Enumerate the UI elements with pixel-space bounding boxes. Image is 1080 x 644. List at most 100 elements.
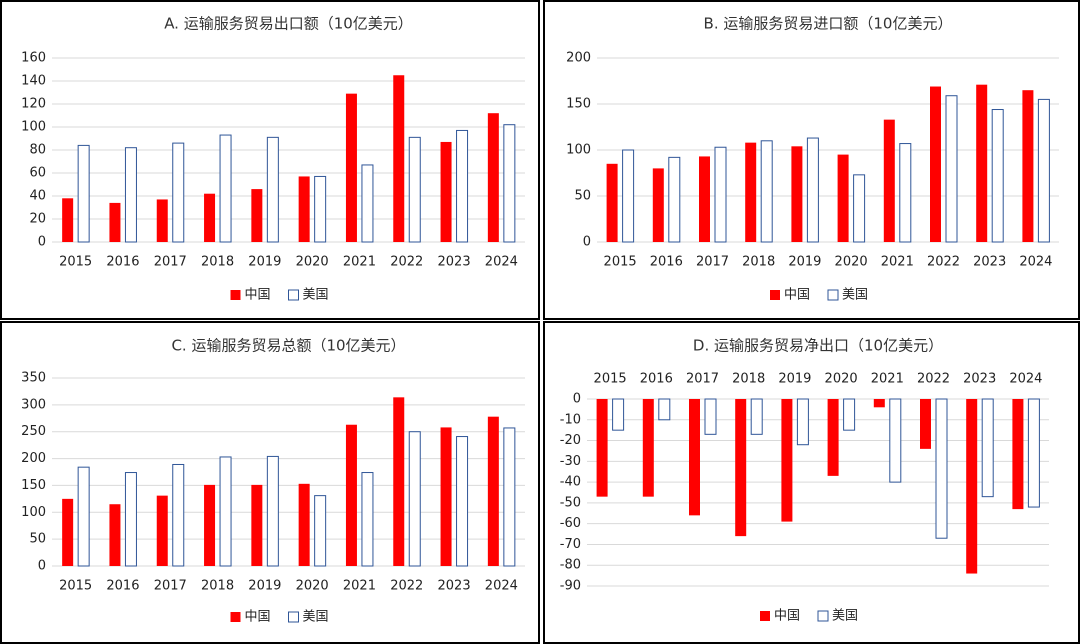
y-tick-label: 60 — [29, 166, 46, 181]
bar — [791, 146, 803, 242]
y-tick-label: 0 — [38, 559, 46, 574]
bar — [745, 142, 757, 242]
bar — [251, 484, 263, 566]
legend-label: 美国 — [842, 288, 868, 303]
bar — [689, 399, 700, 516]
x-tick-label: 2023 — [963, 372, 996, 387]
legend-label: 美国 — [832, 609, 858, 624]
bar — [314, 495, 327, 567]
x-tick-label: 2020 — [296, 255, 329, 270]
panel-border — [0, 0, 540, 320]
x-tick-label: 2018 — [201, 579, 234, 594]
x-tick-label: 2016 — [650, 255, 683, 270]
legend-label: 中国 — [245, 288, 271, 303]
bar — [1012, 399, 1024, 510]
bar — [156, 495, 168, 566]
y-tick-label: 150 — [21, 478, 46, 493]
bar — [920, 399, 931, 449]
x-tick-label: 2024 — [1009, 372, 1042, 387]
x-tick-label: 2017 — [154, 579, 187, 594]
y-tick-label: 100 — [21, 120, 46, 135]
y-tick-label: 100 — [566, 143, 591, 158]
x-tick-label: 2021 — [881, 255, 914, 270]
legend-swatch — [827, 289, 839, 301]
y-tick-label: 120 — [21, 97, 46, 112]
bar — [487, 113, 499, 242]
x-tick-label: 2024 — [485, 255, 518, 270]
x-tick-label: 2018 — [742, 255, 775, 270]
y-tick-label: -10 — [560, 412, 581, 427]
bar — [172, 463, 185, 567]
bar — [156, 199, 168, 242]
bar — [976, 84, 988, 243]
x-tick-label: 2021 — [343, 255, 376, 270]
bar — [1022, 90, 1034, 242]
x-tick-label: 2015 — [594, 372, 627, 387]
y-tick-label: 0 — [38, 235, 46, 250]
bar — [735, 399, 747, 537]
x-tick-label: 2019 — [788, 255, 821, 270]
y-tick-label: -90 — [560, 579, 581, 594]
x-tick-label: 2019 — [248, 579, 281, 594]
bar — [314, 175, 327, 243]
x-tick-label: 2018 — [732, 372, 765, 387]
x-tick-label: 2018 — [201, 255, 234, 270]
y-tick-label: 50 — [29, 532, 46, 547]
bar — [172, 142, 185, 243]
bar — [109, 202, 121, 242]
bar — [408, 431, 421, 567]
y-tick-label: 20 — [29, 212, 46, 227]
legend-swatch — [230, 612, 241, 622]
y-tick-label: 80 — [29, 143, 46, 158]
y-tick-label: 140 — [21, 74, 46, 89]
bar — [62, 198, 74, 242]
bar — [1027, 398, 1040, 508]
y-tick-label: 160 — [21, 51, 46, 66]
bar — [487, 416, 499, 566]
y-tick-label: -80 — [560, 558, 581, 573]
bar — [266, 455, 279, 567]
x-tick-label: 2023 — [438, 255, 471, 270]
x-tick-label: 2024 — [1019, 255, 1052, 270]
x-tick-label: 2022 — [390, 579, 423, 594]
bar — [796, 398, 809, 446]
bar — [77, 144, 90, 243]
bar — [345, 424, 357, 566]
y-tick-label: 200 — [21, 451, 46, 466]
x-tick-label: 2020 — [835, 255, 868, 270]
bar — [440, 427, 452, 566]
y-tick-label: -60 — [560, 516, 581, 531]
x-tick-label: 2017 — [154, 255, 187, 270]
bar — [124, 147, 137, 243]
bar — [843, 398, 856, 431]
y-tick-label: -20 — [560, 433, 581, 448]
x-tick-label: 2022 — [927, 255, 960, 270]
y-tick-label: 200 — [566, 51, 591, 66]
x-tick-label: 2023 — [438, 579, 471, 594]
bar — [266, 136, 279, 243]
bar — [251, 189, 263, 242]
legend-swatch — [770, 290, 780, 300]
x-tick-label: 2020 — [825, 372, 858, 387]
legend-swatch — [288, 611, 299, 623]
y-tick-label: -30 — [560, 454, 581, 469]
bar — [991, 109, 1004, 243]
bar — [981, 398, 994, 498]
chart-title: B. 运输服务贸易进口额（10亿美元） — [704, 15, 953, 33]
x-tick-label: 2021 — [343, 579, 376, 594]
bar — [889, 398, 902, 483]
bar — [883, 119, 895, 242]
bar — [781, 399, 793, 522]
bar — [393, 397, 405, 566]
chart-title: C. 运输服务贸易总额（10亿美元） — [171, 337, 405, 355]
bar — [109, 504, 121, 566]
y-tick-label: 350 — [21, 371, 46, 386]
bar — [62, 498, 74, 566]
bar — [853, 174, 866, 243]
bar — [837, 154, 849, 242]
bar — [219, 134, 232, 243]
x-tick-label: 2015 — [59, 579, 92, 594]
x-tick-label: 2023 — [973, 255, 1006, 270]
x-tick-label: 2019 — [248, 255, 281, 270]
